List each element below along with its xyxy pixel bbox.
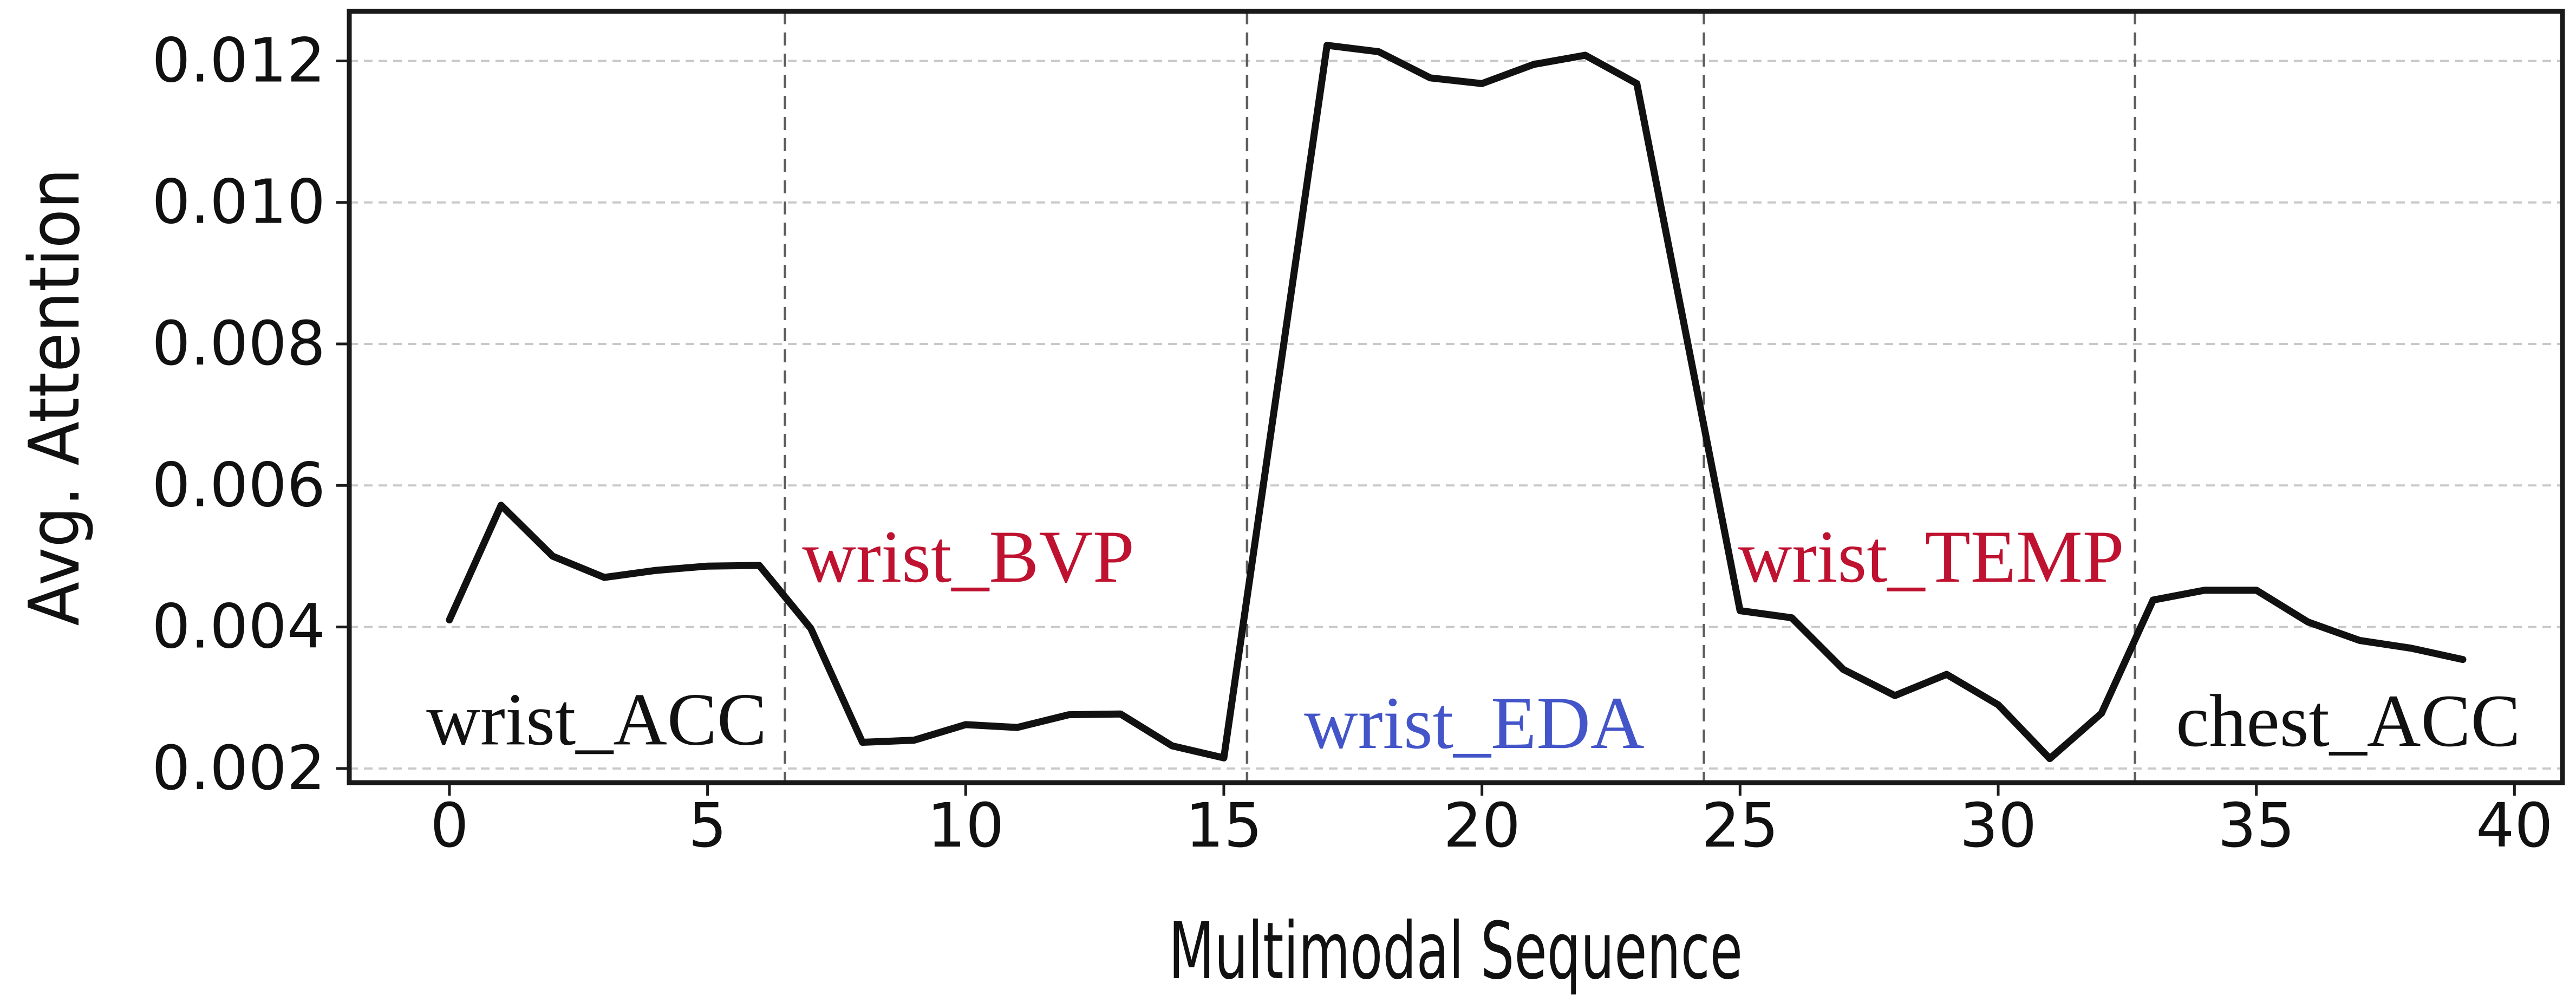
x-tick-label: 35	[2218, 791, 2295, 861]
x-tick-label: 20	[1443, 791, 1521, 861]
modality-separator-layer	[784, 11, 2136, 783]
plot-border	[347, 9, 2565, 785]
x-tick-label: 30	[1960, 791, 2037, 861]
y-tick-label: 0.002	[152, 733, 325, 804]
tick-layer: 0.002 0.004 0.006 0.008 0.010 0.012 0 5 10 15 20 25…	[152, 25, 2553, 861]
avg-attention-line	[446, 42, 2467, 763]
x-tick-label: 15	[1185, 791, 1263, 861]
series-line-layer	[446, 42, 2467, 763]
gridline-layer	[349, 60, 2562, 770]
annotation-layer: wrist_ACC wrist_BVP wrist_EDA wrist_TEMPche…	[426, 515, 2520, 764]
x-tick-label: 0	[430, 791, 468, 861]
x-tick-label: 40	[2476, 791, 2553, 861]
y-tick-label: 0.004	[152, 592, 325, 662]
modality-annotation: chest_ACC	[2176, 679, 2520, 762]
modality-annotation: wrist_EDA	[1304, 681, 1645, 764]
x-tick-label: 25	[1701, 791, 1779, 861]
x-axis-label: Multimodal Sequence	[1169, 906, 1743, 997]
y-tick-label: 0.010	[152, 167, 325, 238]
y-tick-label: 0.008	[152, 309, 325, 379]
modality-annotation: wrist_ACC	[426, 678, 767, 760]
y-axis-label: Avg. Attention	[15, 168, 95, 626]
y-tick-label: 0.012	[152, 25, 325, 96]
modality-annotation: wrist_TEMP	[1738, 515, 2124, 598]
x-tick-label: 5	[688, 791, 727, 861]
x-tick-label: 10	[927, 791, 1005, 861]
modality-annotation: wrist_BVP	[802, 515, 1134, 598]
y-tick-label: 0.006	[152, 450, 325, 520]
